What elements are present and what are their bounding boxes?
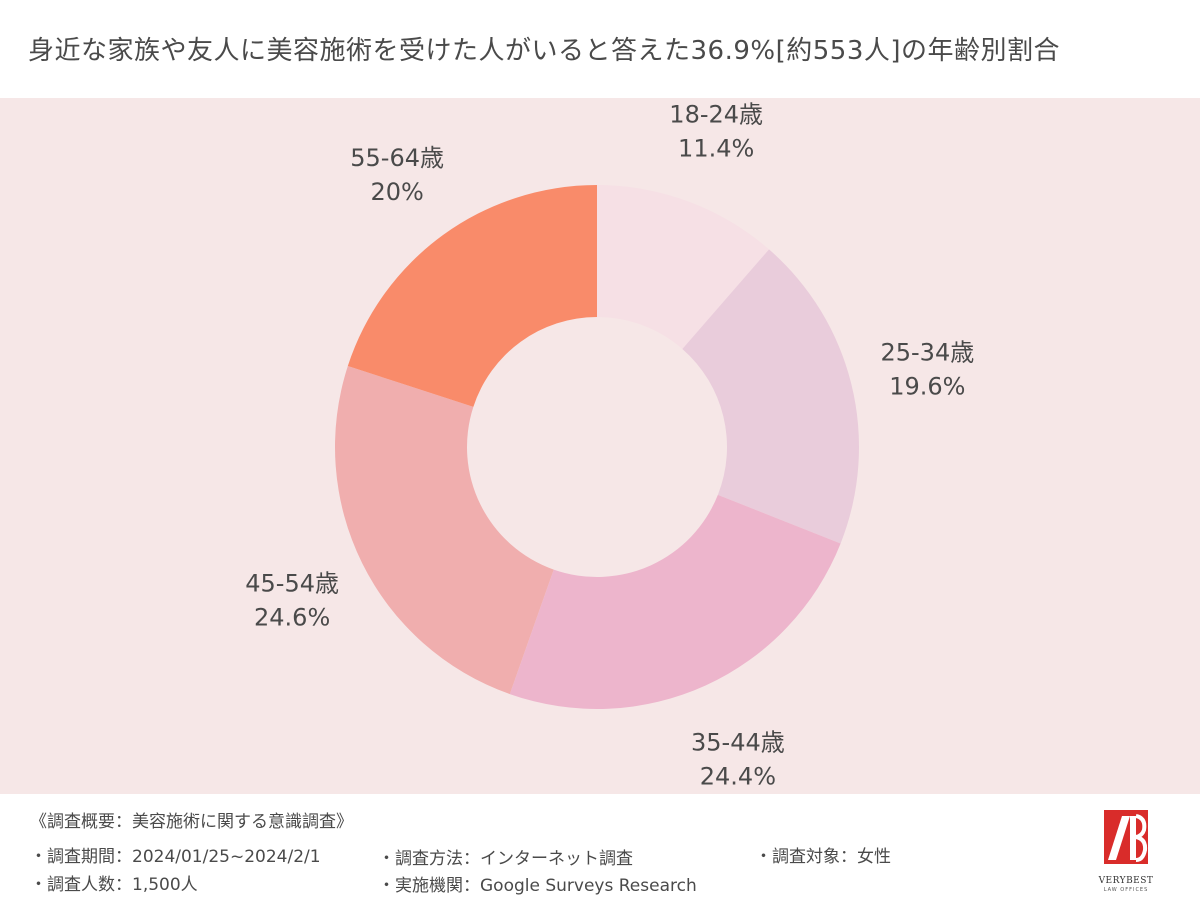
title-bar: 身近な家族や友人に美容施術を受けた人がいると答えた36.9%[約553人]の年齢… [0, 0, 1200, 98]
slice-18-24 [597, 185, 770, 349]
slice-value-label: 19.6% [889, 373, 965, 401]
survey-method: ・調査方法：インターネット調査 [378, 849, 633, 869]
slice-label: 55-64歳 [350, 144, 444, 172]
logo-name: VERYBEST [1098, 876, 1154, 886]
slice-label: 45-54歳 [245, 570, 339, 598]
slice-45-54 [335, 366, 554, 695]
verybest-logo: VERYBEST LAW OFFICES [1090, 804, 1162, 894]
donut-chart: 18-24歳 11.4% 25-34歳 19.6% 35-44歳 24.4% 45-54歳 2… [245, 101, 974, 791]
survey-target: ・調査対象：女性 [755, 847, 891, 867]
slice-25-34 [682, 249, 859, 544]
survey-respondents: ・調査人数：1,500人 [30, 875, 198, 895]
survey-heading: 《調査概要：美容施術に関する意識調査》 [30, 812, 353, 832]
slice-55-64 [347, 185, 597, 407]
survey-organization: ・実施機関：Google Surveys Research [378, 876, 697, 896]
chart-title: 身近な家族や友人に美容施術を受けた人がいると答えた36.9%[約553人]の年齢… [28, 36, 1061, 66]
slice-label: 35-44歳 [691, 728, 785, 756]
slice-value-label: 24.6% [254, 604, 330, 632]
slice-value-label: 24.4% [700, 762, 776, 790]
slice-label: 25-34歳 [880, 339, 974, 367]
survey-summary: 《調査概要：美容施術に関する意識調査》 ・調査期間：2024/01/25~202… [0, 794, 1200, 900]
slice-label: 18-24歳 [669, 101, 763, 129]
chart-area: 18-24歳 11.4% 25-34歳 19.6% 35-44歳 24.4% 45-54歳 2… [0, 98, 1200, 794]
logo-mark-icon [1104, 810, 1148, 864]
survey-period: ・調査期間：2024/01/25~2024/2/1 [30, 847, 321, 867]
logo-subtitle: LAW OFFICES [1103, 887, 1149, 893]
slice-35-44 [509, 494, 841, 709]
slice-value-label: 20% [370, 178, 423, 206]
slice-value-label: 11.4% [678, 135, 754, 163]
